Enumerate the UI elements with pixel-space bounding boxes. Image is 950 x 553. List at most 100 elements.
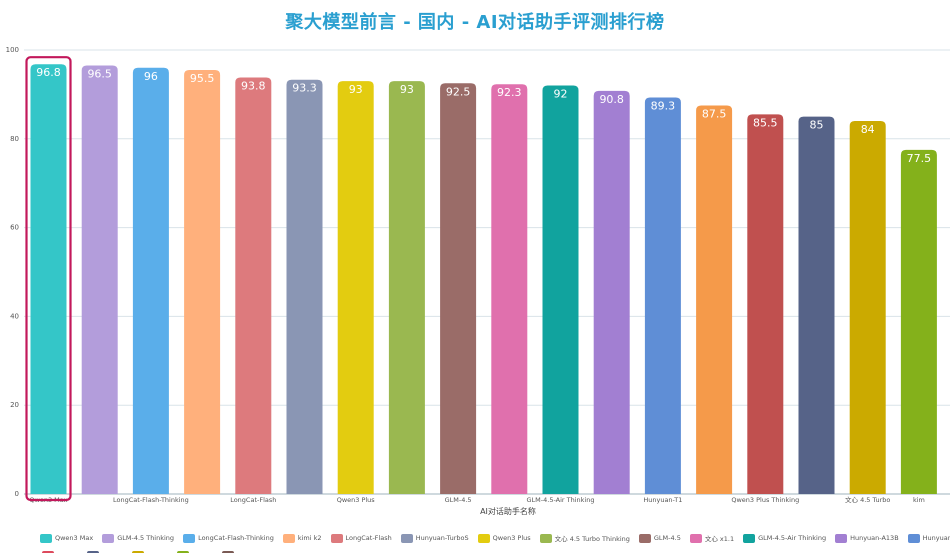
legend-label: kimi k2 [297,534,322,542]
legend-swatch[interactable] [87,551,99,553]
legend-item[interactable]: LongCat-Flash-Thinking [183,533,274,543]
legend-label: GLM-4.5 Thinking [117,534,175,542]
legend-item[interactable]: Qwen3 Plus [477,533,531,543]
data-label-7: 93 [400,83,414,96]
legend-label: GLM-4.5-Air Thinking [758,534,827,542]
data-label-6: 93 [349,83,363,96]
legend-label: LongCat-Flash-Thinking [198,534,274,542]
legend-swatch [183,533,196,543]
x-axis-label: AI对话助手名称 [480,506,536,516]
legend-label: Hunyuan-A13B [850,534,899,542]
bar-7 [388,81,425,494]
y-tick-label: 20 [10,401,19,409]
legend-item[interactable]: kimi k2 [282,533,322,543]
legend-label: Hunyuan-TurboS [415,534,469,542]
legend-swatch[interactable] [132,551,144,553]
x-tick-label-10: GLM-4.5-Air Thinking [527,496,595,504]
bar-2 [132,67,169,494]
legend-label: GLM-4.5 [653,534,681,542]
legend-item[interactable]: 文心 4.5 Turbo Thinking [539,533,630,543]
x-tick-label-14: Qwen3 Plus Thinking [731,496,799,504]
legend-swatch[interactable] [177,551,189,553]
data-label-2: 96 [144,70,158,83]
chart-legend: Qwen3 Max GLM-4.5 Thinking LongCat-Flash-T… [40,532,950,553]
bar-15 [798,116,835,494]
legend-swatch[interactable] [222,551,234,553]
data-label-15: 85 [810,119,824,132]
legend-label: Qwen3 Plus [492,534,531,542]
data-label-9: 92.3 [497,86,522,99]
bar-14 [747,114,784,494]
y-tick-label: 40 [10,312,19,320]
legend-item[interactable]: Hunyuan-TurboS [400,533,469,543]
data-label-5: 93.3 [292,82,317,95]
legend-item[interactable]: GLM-4.5 Thinking [102,533,175,543]
legend-label: LongCat-Flash [345,534,392,542]
x-tick-label-6: Qwen3 Plus [337,496,376,504]
data-label-12: 89.3 [651,100,676,113]
legend-swatch [102,533,115,543]
data-label-8: 92.5 [446,85,471,98]
bar-10 [542,85,579,495]
legend-swatch [689,533,702,543]
bar-16 [849,121,886,494]
data-label-17: 77.5 [907,152,932,165]
data-label-13: 87.5 [702,108,727,121]
legend-swatch [282,533,295,543]
x-tick-label-17: kim [913,496,925,504]
y-tick-label: 0 [15,490,19,498]
legend-swatch [400,533,413,543]
x-tick-label-2: LongCat-Flash-Thinking [113,496,189,504]
legend-swatch [743,533,756,543]
bar-17 [900,149,937,494]
bar-0 [30,64,67,494]
bar-12 [644,97,681,495]
legend-item[interactable]: GLM-4.5 [638,533,681,543]
legend-swatch [330,533,343,543]
legend-swatch [539,533,552,543]
bar-11 [593,90,630,495]
bar-3 [184,69,221,494]
x-tick-label-12: Hunyuan-T1 [643,496,682,504]
data-label-3: 95.5 [190,72,215,85]
legend-item[interactable]: Hunyuan-T1 [907,533,950,543]
x-tick-label-8: GLM-4.5 [445,496,472,504]
y-tick-label: 80 [10,135,19,143]
bar-8 [440,83,477,495]
bar-13 [696,105,733,494]
y-tick-label: 60 [10,224,19,232]
data-label-1: 96.5 [87,68,112,81]
legend-item[interactable]: 文心 x1.1 [689,533,735,543]
legend-swatch [907,533,920,543]
y-tick-label: 100 [6,46,19,54]
chart-title: 聚大模型前言 - 国内 - AI对话助手评测排行榜 [285,12,665,33]
data-label-11: 90.8 [599,93,624,106]
legend-item[interactable]: GLM-4.5-Air Thinking [743,533,827,543]
legend-swatch [835,533,848,543]
bar-4 [235,77,272,494]
data-label-0: 96.8 [36,66,61,79]
data-label-10: 92 [554,88,568,101]
legend-label: 文心 x1.1 [704,535,735,543]
legend-swatch [638,533,651,543]
data-label-14: 85.5 [753,116,778,129]
data-label-4: 93.8 [241,80,266,93]
bar-9 [491,84,528,495]
legend-swatch [40,533,52,543]
legend-label: 文心 4.5 Turbo Thinking [554,535,630,543]
legend-row-2 [40,551,950,553]
legend-row-1: Qwen3 Max GLM-4.5 Thinking LongCat-Flash-T… [40,532,950,544]
legend-item[interactable]: Hunyuan-A13B [835,533,899,543]
bar-1 [81,65,118,494]
bar-6 [337,81,374,494]
legend-label: Qwen3 Max [55,534,94,542]
x-tick-label-16: 文心 4.5 Turbo [845,495,890,504]
legend-label: Hunyuan-T1 [922,534,950,542]
bar-5 [286,79,323,495]
highlight-frame [25,56,72,502]
legend-item[interactable]: Qwen3 Max [40,533,94,543]
x-tick-label-4: LongCat-Flash [230,496,276,504]
legend-swatch[interactable] [42,551,54,553]
legend-item[interactable]: LongCat-Flash [330,533,392,543]
